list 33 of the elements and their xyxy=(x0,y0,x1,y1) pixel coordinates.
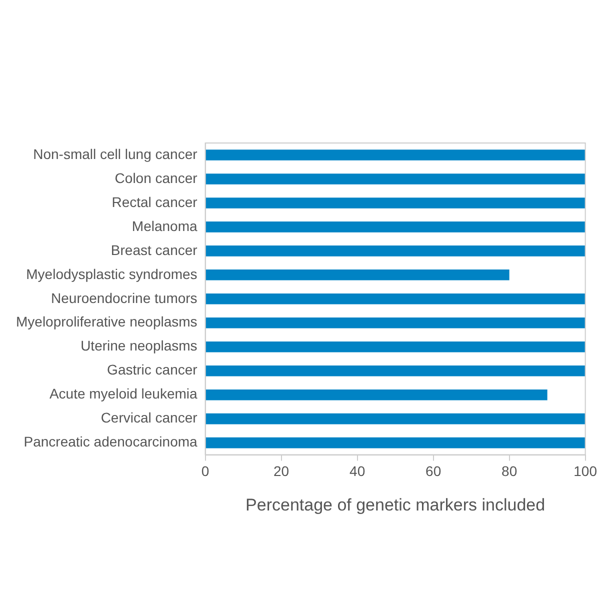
y-tick-label: Pancreatic adenocarcinoma xyxy=(24,434,198,450)
y-tick-label: Non-small cell lung cancer xyxy=(33,146,198,162)
y-tick-label: Acute myeloid leukemia xyxy=(49,386,198,402)
y-tick-label: Gastric cancer xyxy=(107,362,198,378)
bar xyxy=(206,150,586,160)
bar xyxy=(206,198,586,208)
x-tick-label: 100 xyxy=(574,463,598,480)
x-tick-label: 0 xyxy=(201,463,210,480)
bar xyxy=(206,174,586,184)
y-tick-label: Breast cancer xyxy=(110,242,198,258)
bar xyxy=(206,365,586,376)
bar xyxy=(206,413,586,424)
bar xyxy=(206,437,586,448)
bar xyxy=(206,246,586,256)
y-tick-label: Colon cancer xyxy=(114,170,198,186)
x-tick-label: 40 xyxy=(350,463,366,480)
y-tick-label: Uterine neoplasms xyxy=(80,338,198,354)
y-tick-label: Myeloproliferative neoplasms xyxy=(16,314,198,330)
y-tick-label: Melanoma xyxy=(132,218,198,234)
bar xyxy=(206,317,586,328)
x-tick-label: 80 xyxy=(502,463,518,480)
y-tick-label: Rectal cancer xyxy=(112,194,198,210)
bar xyxy=(206,294,586,304)
y-tick-label: Myelodysplastic syndromes xyxy=(26,266,198,282)
x-tick-label: 60 xyxy=(426,463,442,480)
x-axis-title: Percentage of genetic markers included xyxy=(246,495,546,514)
y-tick-label: Neuroendocrine tumors xyxy=(51,290,198,306)
x-tick-label: 20 xyxy=(274,463,290,480)
bar xyxy=(206,341,586,352)
bar xyxy=(206,270,510,280)
bar xyxy=(206,389,548,400)
bar xyxy=(206,222,586,232)
y-tick-label: Cervical cancer xyxy=(100,410,198,426)
